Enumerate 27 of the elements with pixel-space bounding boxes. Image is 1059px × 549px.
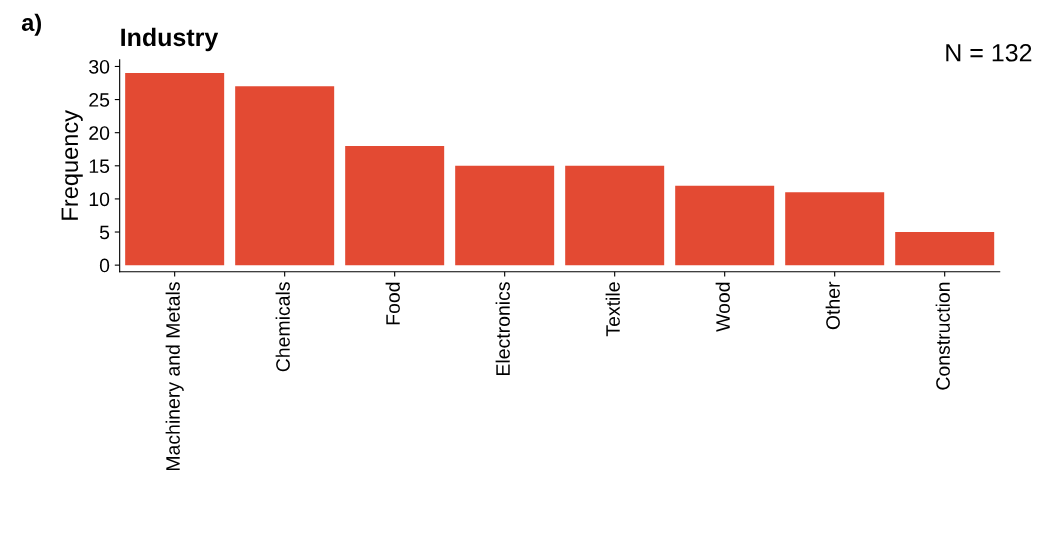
bar — [895, 232, 995, 266]
bar — [785, 192, 885, 266]
y-tick-label: 20 — [89, 126, 110, 140]
x-tick-label: Machinery and Metals — [165, 282, 184, 471]
annotation: N = 132 — [946, 43, 1032, 62]
y-tick-label: 25 — [89, 93, 110, 107]
y-tick-label: 0 — [99, 258, 110, 273]
x-tick-label: Electronics — [495, 282, 510, 375]
y-tick-label: 5 — [99, 225, 110, 240]
x-tick-label: Construction — [935, 282, 950, 390]
y-tick-label: 10 — [89, 192, 110, 207]
x-tick-label: Textile — [605, 282, 620, 337]
bar — [675, 185, 775, 266]
x-tick-label: Other — [825, 281, 840, 330]
x-tick-label: Wood — [715, 282, 730, 332]
bar — [125, 73, 225, 266]
x-tick-label: Food — [385, 282, 400, 325]
bar — [235, 86, 335, 266]
bar — [455, 165, 555, 266]
bar — [345, 145, 445, 266]
chart-title: Industry — [121, 27, 219, 52]
x-tick-label: Chemicals — [275, 282, 290, 372]
y-axis-title: Frequency — [61, 110, 83, 220]
y-tick-label: 30 — [89, 59, 110, 74]
y-tick-label: 15 — [89, 159, 110, 174]
text: a) — [21, 13, 41, 36]
bar — [565, 165, 665, 266]
